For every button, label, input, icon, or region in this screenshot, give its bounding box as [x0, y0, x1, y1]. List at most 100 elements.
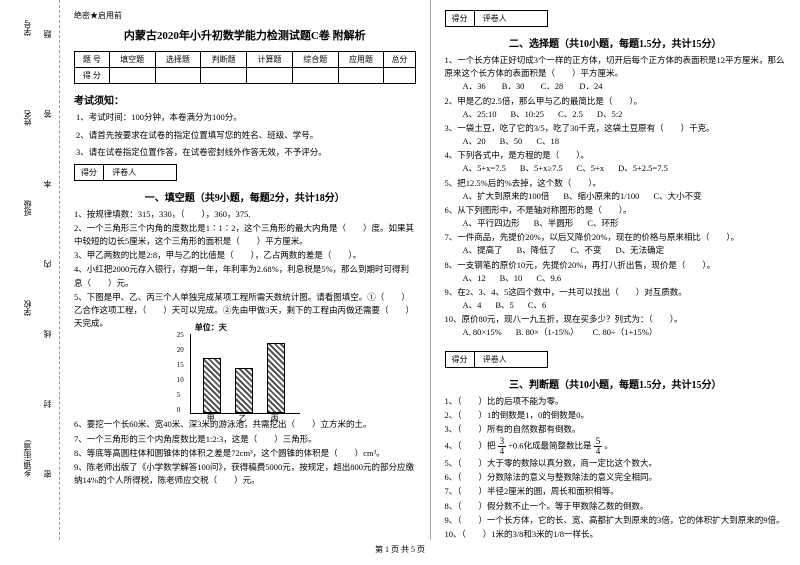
ytick: 25 [177, 330, 184, 341]
fill-q: 7、一个三角形的三个内角度数比是1:2:3，这是（ ）三角形。 [74, 433, 416, 446]
choice-q: 8、一支钢笔的原价10元，先提价20%，再打八折出售，现价是（ ）。 A、12B… [445, 259, 787, 285]
right-column: 得分 评卷人 二、选择题（共10小题，每题1.5分，共计15分） 1、一个长方体… [431, 0, 800, 540]
choice-questions: 1、一个长方体正好切成3个一样的正方体，切开后每个正方体的表面积是12平方厘米，… [445, 54, 787, 340]
binding-hint: 题 [42, 30, 53, 38]
th: 应用题 [338, 52, 384, 68]
notice-item: 1、考试时间：100分钟，本卷满分为100分。 [74, 111, 416, 125]
th: 判断题 [201, 52, 247, 68]
section-fill-title: 一、填空题（共9小题，每题2分，共计18分） [74, 189, 416, 204]
th: 题 号 [75, 52, 110, 68]
choice-q: 4、下列各式中，是方程的是（ ）。 A、5+x=7.5B、5+x≥7.5C、5+… [445, 149, 787, 175]
binding-label-school: 学校 [22, 300, 33, 316]
section-judge-title: 三、判断题（共10小题，每题1.5分，共计15分） [445, 376, 787, 391]
stem: 6、从下列图形中，不是轴对称图形的是（ ）。 [445, 204, 787, 217]
th: 选择题 [155, 52, 201, 68]
th: 计算题 [247, 52, 293, 68]
score-label: 得分 [446, 352, 475, 367]
bar-bing [267, 343, 285, 413]
table-row: 题 号 填空题 选择题 判断题 计算题 综合题 应用题 总分 [75, 52, 416, 68]
ytick: 0 [177, 405, 181, 416]
notice-item: 3、请在试卷指定位置作答，在试卷密封线外作答无效，不予评分。 [74, 146, 416, 160]
choice-q: 1、一个长方体正好切成3个一样的正方体，切开后每个正方体的表面积是12平方厘米，… [445, 54, 787, 94]
binding-hint: 线 [42, 330, 53, 338]
bar-jia [203, 358, 221, 413]
fill-q: 1、按规律填数：315，330，（ ），360，375. [74, 208, 416, 221]
judge-q: 1、（ ）比的后项不能为零。 [445, 395, 787, 408]
stem: 1、一个长方体正好切成3个一样的正方体，切开后每个正方体的表面积是12平方厘米，… [445, 54, 787, 80]
choice-q: 10、原价80元，现八一九五折，现在买多少？列式为：（ ）。 A. 80×15%… [445, 313, 787, 339]
section-score-box: 得分 评卷人 [74, 164, 177, 181]
fill-q: 4、小红把2000元存入银行，存期一年，年利率为2.68%，利息税是5%，那么到… [74, 263, 416, 289]
section-score-box: 得分 评卷人 [445, 351, 548, 368]
ytick: 15 [177, 360, 184, 371]
fill-q: 5、下图是甲、乙、丙三个人单独完成某项工程所需天数统计图。请看图填空。①（ ）乙… [74, 291, 416, 331]
section-choice-title: 二、选择题（共10小题，每题1.5分，共计15分） [445, 35, 787, 50]
judge-q: 2、（ ）1的倒数是1，0的倒数是0。 [445, 409, 787, 422]
grader-label: 评卷人 [477, 11, 547, 26]
binding-label-town: 乡镇(街道) [22, 440, 33, 477]
judge-q: 10、（ ）1米的3/8和3米的1/8一样长。 [445, 528, 787, 541]
page-footer: 第 1 页 共 5 页 [0, 540, 800, 555]
choice-q: 5、把12.5%后的%去掉，这个数（ ）。 A、扩大到原来的100倍B、缩小原来… [445, 177, 787, 203]
xtick: 乙 [239, 413, 247, 425]
fill-questions: 1、按规律填数：315，330，（ ），360，375. 2、一个三角形三个内角… [74, 208, 416, 487]
binding-label-class: 班级 [22, 200, 33, 216]
bar-chart: 单位：天 25 20 15 10 5 0 甲 乙 丙 [190, 334, 300, 414]
stem: 2、甲是乙的2.5倍，那么甲与乙的最简比是（ ）。 [445, 95, 787, 108]
fraction-icon: 34 [498, 437, 507, 456]
fraction-icon: 54 [594, 437, 603, 456]
chart-unit: 单位：天 [195, 322, 227, 334]
score-label: 得分 [446, 11, 475, 26]
fill-q: 8、等底等高圆柱体和圆锥体的体积之差是72cm³，这个圆锥的体积是（ ）cm³。 [74, 447, 416, 460]
ytick: 20 [177, 345, 184, 356]
binding-hint: 内 [42, 260, 53, 268]
grader-label: 评卷人 [477, 352, 547, 367]
ytick: 10 [177, 375, 184, 386]
exam-title: 内蒙古2020年小升初数学能力检测试题C卷 附解析 [74, 27, 416, 43]
stem: 5、把12.5%后的%去掉，这个数（ ）。 [445, 177, 787, 190]
score-table: 题 号 填空题 选择题 判断题 计算题 综合题 应用题 总分 得 分 [74, 51, 416, 84]
options: A．36 B．30 C．28 D．24 [445, 80, 787, 93]
stem: 7、一件商品，先提价20%，以后又降价20%，现在的价格与原来相比（ ）。 [445, 231, 787, 244]
th: 综合题 [292, 52, 338, 68]
left-column: 绝密★启用前 内蒙古2020年小升初数学能力检测试题C卷 附解析 题 号 填空题… [60, 0, 431, 540]
judge-q: 3、（ ）所有的自然数都有倒数。 [445, 423, 787, 436]
secret-label: 绝密★启用前 [74, 10, 416, 21]
binding-hint: 答 [42, 110, 53, 118]
binding-margin: 学号 姓名 班级 学校 乡镇(街道) 题 答 本 内 线 封 密 [0, 0, 60, 540]
ytick: 5 [177, 390, 181, 401]
judge-q: 4、（ ）把 34 ÷0.6化成最简整数比是 54 。 [445, 437, 787, 456]
notice-heading: 考试须知： [74, 92, 416, 107]
binding-hint: 封 [42, 400, 53, 408]
section-score-box: 得分 评卷人 [445, 10, 548, 27]
table-row: 得 分 [75, 68, 416, 84]
fill-q: 2、一个三角形三个内角的度数比是1∶1∶2，这个三角形的最大内角是（ ）度。如果… [74, 222, 416, 248]
th: 填空题 [109, 52, 155, 68]
stem: 8、一支钢笔的原价10元，先提价20%，再打八折出售，现价是（ ）。 [445, 259, 787, 272]
xtick: 甲 [207, 413, 215, 425]
stem: 4、下列各式中，是方程的是（ ）。 [445, 149, 787, 162]
fill-q: 9、陈老师出版了《小学数学解答100问》，获得稿费5000元，按规定，超出800… [74, 461, 416, 487]
score-label: 得分 [75, 165, 104, 180]
judge-q: 5、（ ）大于零的数除以真分数，商一定比这个数大。 [445, 457, 787, 470]
stem: 10、原价80元，现八一九五折，现在买多少？列式为：（ ）。 [445, 313, 787, 326]
judge-questions: 1、（ ）比的后项不能为零。 2、（ ）1的倒数是1，0的倒数是0。 3、（ ）… [445, 395, 787, 542]
choice-q: 3、一袋土豆，吃了它的3/5，吃了30千克，这袋土豆原有（ ）千克。 A、20B… [445, 122, 787, 148]
th: 总分 [384, 52, 415, 68]
row-label: 得 分 [75, 68, 110, 84]
grader-label: 评卷人 [106, 165, 176, 180]
stem: 9、在2、3、4、5这四个数中，一共可以找出（ ）对互质数。 [445, 286, 787, 299]
choice-q: 7、一件商品，先提价20%，以后又降价20%，现在的价格与原来相比（ ）。 A、… [445, 231, 787, 257]
judge-q: 8、（ ）假分数不止一个。等于甲数除乙数的倒数。 [445, 500, 787, 513]
judge-q: 7、（ ）半径2厘米的圆，周长和面积相等。 [445, 485, 787, 498]
binding-hint: 密 [42, 470, 53, 478]
binding-hint: 本 [42, 180, 53, 188]
page-container: 学号 姓名 班级 学校 乡镇(街道) 题 答 本 内 线 封 密 绝密★启用前 … [0, 0, 800, 540]
xtick: 丙 [271, 413, 279, 425]
choice-q: 6、从下列图形中，不是轴对称图形的是（ ）。 A、平行四边形B、半圆形C、环形 [445, 204, 787, 230]
binding-label-name: 姓名 [22, 110, 33, 126]
choice-q: 9、在2、3、4、5这四个数中，一共可以找出（ ）对互质数。 A、4B、5C、6 [445, 286, 787, 312]
judge-q: 6、（ ）分数除法的意义与整数除法的意义完全相同。 [445, 471, 787, 484]
binding-label-id: 学号 [22, 20, 33, 36]
notice-item: 2、请首先按要求在试卷的指定位置填写您的姓名、班级、学号。 [74, 129, 416, 143]
